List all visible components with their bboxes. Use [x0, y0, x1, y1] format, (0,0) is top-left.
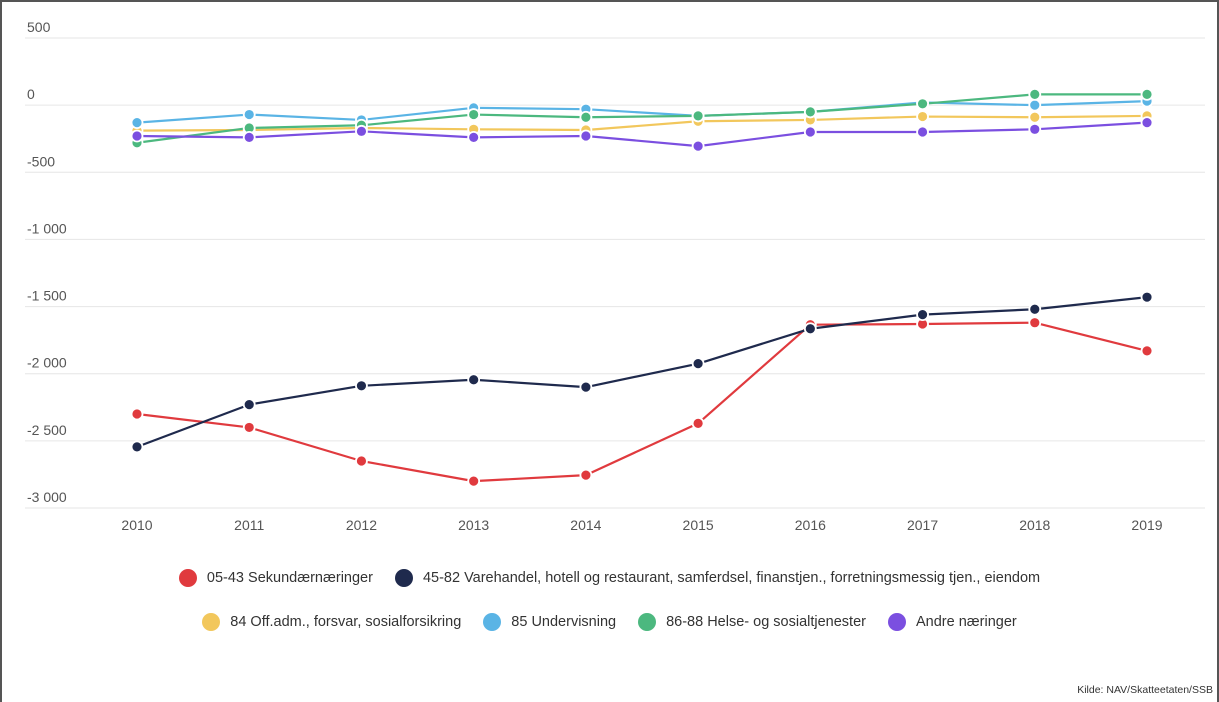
legend-label: Andre næringer	[915, 614, 1017, 630]
series-line	[136, 321, 1148, 483]
data-point	[130, 407, 144, 421]
data-point	[691, 109, 705, 123]
data-point	[579, 468, 593, 482]
legend-marker-icon	[638, 613, 657, 631]
x-tick-label: 2018	[1019, 517, 1050, 533]
data-point	[355, 124, 368, 138]
data-point	[467, 373, 481, 387]
y-tick-label: -1 500	[27, 288, 67, 304]
data-point	[1140, 290, 1154, 304]
x-tick-label: 2014	[570, 517, 601, 533]
data-point	[691, 357, 705, 371]
series-lines	[136, 93, 1148, 483]
gridlines	[25, 37, 1205, 509]
legend-marker-icon	[887, 613, 906, 631]
data-point	[355, 454, 368, 468]
series-points	[130, 88, 1154, 488]
legend-marker-icon	[202, 613, 221, 631]
data-point	[242, 130, 256, 144]
legend-marker-icon	[394, 569, 413, 587]
data-point	[130, 440, 144, 454]
data-point	[803, 125, 817, 139]
data-point	[467, 474, 481, 488]
y-axis-ticks: 500 0 -500 -1 000 -1 500 -2 000 -2 500 -3 000	[27, 19, 67, 505]
data-point	[916, 308, 929, 322]
data-point	[242, 421, 256, 434]
data-point	[242, 398, 256, 412]
data-point	[1140, 88, 1154, 101]
legend-row-1: 05-43 Sekundærnæringer 45-82 Varehandel, …	[0, 569, 1219, 587]
legend-row-2: 84 Off.adm., forsvar, sosialforsikring 85…	[0, 613, 1219, 631]
data-point	[130, 116, 144, 129]
legend-label: 84 Off.adm., forsvar, sosialforsikring	[230, 614, 462, 630]
y-tick-label: 0	[27, 86, 35, 102]
legend-marker-icon	[483, 613, 502, 631]
legend-item: 85 Undervisning	[483, 613, 616, 631]
data-point	[1028, 302, 1042, 316]
data-point	[691, 416, 705, 430]
y-tick-label: -3 000	[27, 489, 67, 505]
data-point	[579, 110, 593, 124]
legend-label: 05-43 Sekundærnæringer	[206, 570, 373, 586]
legend-marker-icon	[178, 569, 197, 587]
x-tick-label: 2019	[1131, 517, 1162, 533]
data-point	[467, 108, 481, 121]
data-point	[1140, 344, 1154, 358]
x-tick-label: 2010	[121, 517, 152, 533]
data-point	[916, 110, 929, 123]
legend-label: 85 Undervisning	[511, 614, 617, 630]
data-point	[803, 322, 817, 336]
x-axis-ticks: 2010 2011 2012 2013 2014 2015 2016 2017 2018 2019	[121, 517, 1162, 533]
y-tick-label: -2 500	[27, 422, 67, 438]
data-point	[691, 139, 705, 153]
legend-item: 84 Off.adm., forsvar, sosialforsikring	[202, 613, 461, 631]
data-point	[579, 380, 593, 394]
y-tick-label: -500	[27, 153, 55, 169]
data-point	[916, 97, 929, 111]
legend-item: Andre næringer	[887, 613, 1017, 631]
series-line	[136, 93, 1147, 144]
source-note: Kilde: NAV/Skatteetaten/SSB	[1077, 684, 1213, 696]
data-point	[803, 105, 817, 119]
data-point	[130, 129, 144, 143]
series-line	[136, 100, 1148, 124]
legend-item: 86-88 Helse- og sosialtjenester	[638, 613, 866, 631]
data-point	[1028, 122, 1042, 136]
data-point	[1028, 98, 1042, 112]
data-point	[1028, 316, 1042, 330]
data-point	[1028, 88, 1042, 101]
data-point	[579, 129, 593, 143]
data-point	[916, 125, 929, 139]
data-point	[242, 108, 256, 121]
x-tick-label: 2012	[346, 517, 377, 533]
legend-item: 45-82 Varehandel, hotell og restaurant, …	[394, 569, 1041, 587]
data-point	[1140, 116, 1154, 129]
data-point	[467, 130, 481, 144]
data-point	[1028, 110, 1042, 124]
series-line	[136, 121, 1148, 148]
x-tick-label: 2016	[795, 517, 826, 533]
legend-item: 05-43 Sekundærnæringer	[178, 569, 373, 587]
legend-label: 45-82 Varehandel, hotell og restaurant, …	[422, 570, 1041, 586]
x-tick-label: 2013	[458, 517, 489, 533]
data-point	[355, 379, 368, 393]
y-tick-label: -1 000	[27, 220, 67, 236]
x-tick-label: 2017	[907, 517, 938, 533]
x-tick-label: 2011	[234, 517, 264, 533]
y-tick-label: 500	[27, 19, 51, 35]
series-line	[136, 114, 1148, 132]
y-tick-label: -2 000	[27, 355, 67, 371]
legend-label: 86-88 Helse- og sosialtjenester	[666, 614, 866, 630]
series-line	[136, 296, 1148, 448]
x-tick-label: 2015	[683, 517, 714, 533]
